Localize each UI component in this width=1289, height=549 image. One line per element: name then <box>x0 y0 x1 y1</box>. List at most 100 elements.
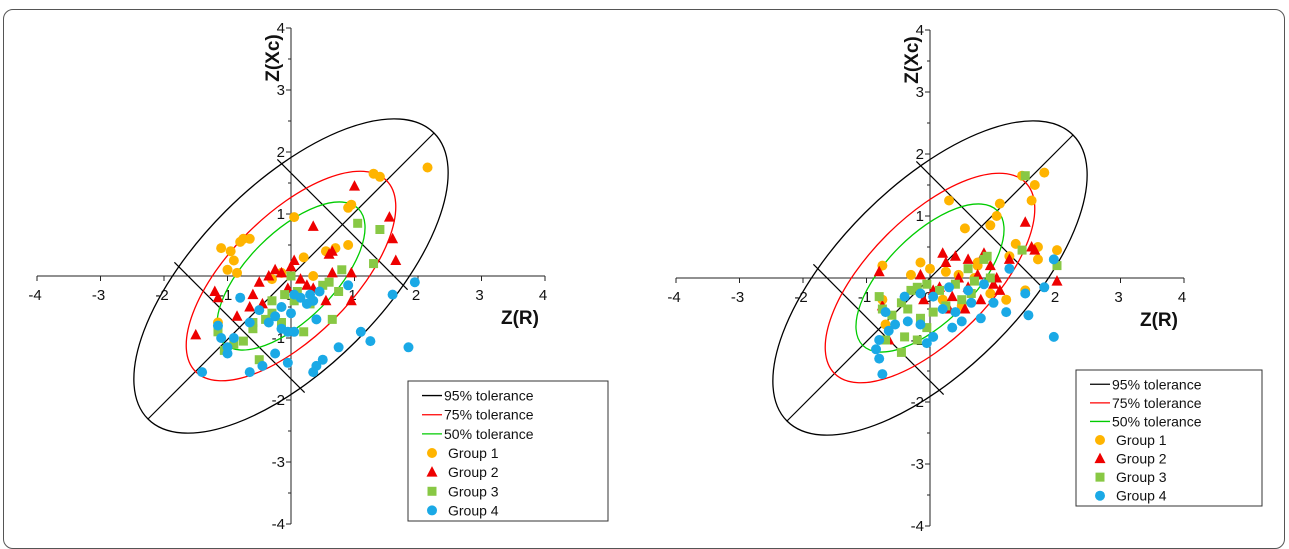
data-point <box>317 354 328 365</box>
data-point <box>949 250 961 261</box>
data-point <box>1019 216 1031 227</box>
y-tick-label: 1 <box>916 208 924 225</box>
data-point <box>1001 294 1012 305</box>
data-point <box>937 247 949 258</box>
data-point <box>337 265 347 275</box>
data-point <box>978 279 989 290</box>
data-point <box>318 280 328 290</box>
data-point <box>213 327 223 337</box>
data-point <box>390 254 402 265</box>
legend-box <box>1075 369 1263 507</box>
ellipse-minor-axis <box>276 158 409 291</box>
data-point <box>874 353 885 364</box>
x-tick-label: -3 <box>92 287 105 304</box>
y-tick-label: 3 <box>277 82 285 99</box>
data-point <box>918 293 930 305</box>
data-point <box>985 273 995 283</box>
data-point <box>956 316 967 327</box>
data-point <box>921 338 932 349</box>
y-tick-label: -3 <box>272 454 285 471</box>
data-point <box>940 256 952 267</box>
data-point <box>922 323 932 333</box>
legend-marker <box>1094 452 1106 464</box>
legend-marker <box>427 486 437 496</box>
data-point <box>883 325 894 336</box>
data-point <box>190 328 202 340</box>
data-point <box>1026 195 1037 206</box>
ellipse-minor-axis <box>812 263 945 396</box>
data-point <box>307 220 319 231</box>
data-point <box>346 199 357 210</box>
data-point <box>374 171 385 182</box>
data-point <box>985 220 996 231</box>
data-point <box>925 263 935 274</box>
legend-label: Group 3 <box>1116 469 1167 485</box>
data-point <box>369 259 379 269</box>
series-group-4 <box>197 277 420 378</box>
data-point <box>915 288 926 299</box>
data-point <box>320 294 332 306</box>
data-point <box>327 314 337 324</box>
data-point <box>1001 307 1012 318</box>
data-point <box>1052 245 1062 256</box>
x-tick-label: 4 <box>539 287 547 304</box>
ellipse-minor-axis <box>915 160 1048 293</box>
data-point <box>994 284 1006 295</box>
data-point <box>985 288 996 299</box>
x-tick-label: 2 <box>1051 289 1059 306</box>
data-point <box>248 324 258 334</box>
data-point <box>285 260 297 272</box>
data-point <box>229 339 239 349</box>
data-point <box>1023 310 1034 321</box>
legend-marker <box>426 466 438 477</box>
legend-marker <box>1095 472 1105 482</box>
data-point <box>963 264 973 274</box>
data-point <box>334 287 344 296</box>
data-point <box>314 286 325 297</box>
data-point <box>275 266 287 278</box>
legend-label: Group 2 <box>1116 451 1167 467</box>
data-point <box>225 246 236 257</box>
data-point <box>244 233 255 244</box>
legend-marker <box>1095 490 1105 501</box>
data-point <box>295 273 307 284</box>
data-point <box>871 344 882 355</box>
data-point <box>355 326 366 337</box>
data-point <box>959 303 971 314</box>
data-point <box>966 297 977 308</box>
legend-label: 50% tolerance <box>444 426 534 442</box>
data-point <box>991 211 1002 221</box>
data-point <box>877 369 888 380</box>
data-point <box>311 314 322 325</box>
data-point <box>289 296 299 306</box>
data-point <box>928 307 938 317</box>
data-point <box>387 289 398 300</box>
y-tick-label: -2 <box>911 394 924 411</box>
data-point <box>269 263 281 275</box>
data-point <box>257 360 268 371</box>
data-point <box>896 347 906 357</box>
data-point <box>216 243 227 254</box>
data-point <box>1048 254 1059 265</box>
data-point <box>880 307 891 318</box>
data-point <box>1039 282 1050 293</box>
y-tick-label: -3 <box>911 456 924 473</box>
data-point <box>276 302 287 312</box>
y-tick-label: 2 <box>277 144 285 161</box>
data-point <box>345 294 357 306</box>
data-point <box>959 223 970 234</box>
data-point <box>244 301 256 312</box>
legend-label: 75% tolerance <box>444 407 534 423</box>
ellipse-minor-axis <box>173 261 306 394</box>
data-point <box>1048 331 1059 342</box>
data-point <box>299 327 309 337</box>
data-point <box>280 290 290 300</box>
data-point <box>343 280 354 291</box>
data-point <box>1032 254 1043 265</box>
x-tick-label: 4 <box>1178 289 1186 306</box>
legend-label: Group 4 <box>448 502 499 518</box>
data-point <box>263 317 274 328</box>
x-axis-title: Z(R) <box>1140 310 1178 331</box>
data-point <box>244 317 255 328</box>
